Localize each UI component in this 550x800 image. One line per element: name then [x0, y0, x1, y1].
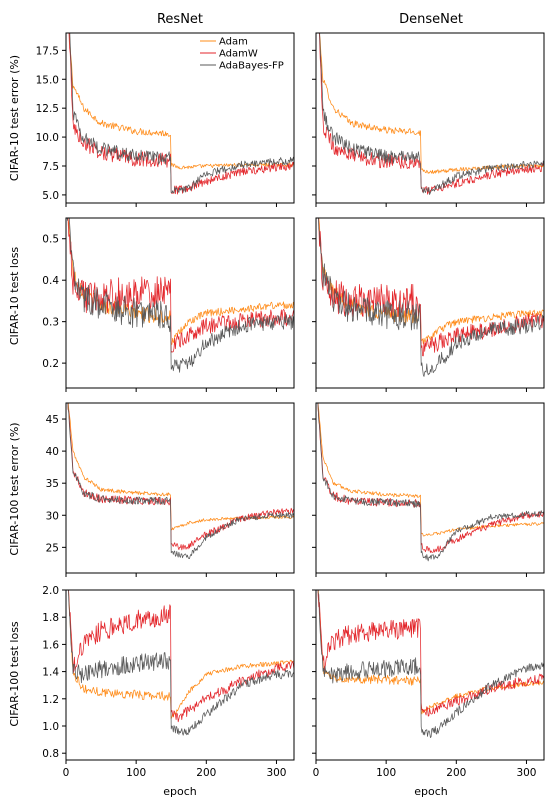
panel-frame: [65, 32, 295, 204]
y-tick-label: 5.0: [42, 190, 59, 202]
panel-3-0: 0.8 1.0 1.2 1.4 1.6 1.8 2.0 0 100 200 300: [42, 585, 295, 779]
series-line-adam: [67, 590, 294, 720]
series-line-adamw: [67, 403, 294, 551]
series-line-adamw: [317, 590, 544, 717]
row-ylabel-c10-error: CIFAR-10 test error (%): [8, 55, 21, 181]
panel-lines: [67, 403, 294, 559]
series-line-adabayes-fp: [319, 33, 544, 195]
y-tick-label: 30: [46, 510, 59, 522]
panel-2-1: [312, 402, 545, 577]
x-tick-label: 100: [376, 767, 396, 779]
y-tick-label: 1.0: [42, 721, 59, 733]
x-tick-label: 200: [196, 767, 216, 779]
x-tick-label: 300: [516, 767, 536, 779]
panel-frame: [315, 32, 545, 204]
panel-0-0: 5.0 7.5 10.0 12.5 15.0 17.5: [36, 32, 295, 207]
y-tick-label: 45: [46, 414, 59, 426]
panel-3-1: 0 100 200 300: [312, 589, 545, 779]
series-line-adam: [67, 403, 294, 531]
y-tick-label: 1.8: [42, 612, 59, 624]
series-line-adabayes-fp: [69, 33, 294, 194]
series-line-adamw: [317, 403, 544, 553]
x-tick-label: 300: [266, 767, 286, 779]
row-ylabel-c100-error: CIFAR-100 test error (%): [8, 422, 21, 555]
series-line-adabayes-fp: [317, 403, 544, 562]
y-tick-label: 25: [46, 542, 59, 554]
series-line-adam: [318, 33, 544, 174]
y-tick-label: 15.0: [36, 74, 59, 86]
y-tick-label: 1.2: [42, 694, 59, 706]
panel-frame: [315, 589, 545, 761]
y-tick-label: 40: [46, 446, 59, 458]
panel-lines: [317, 403, 544, 562]
x-tick-label: 100: [126, 767, 146, 779]
y-tick-label: 2.0: [42, 585, 59, 597]
legend-label-adam: Adam: [219, 37, 248, 48]
column-title-resnet: ResNet: [157, 12, 203, 27]
series-line-adabayes-fp: [317, 590, 544, 738]
legend-label-adamw: AdamW: [219, 49, 258, 60]
panel-frame: [65, 217, 295, 389]
x-tick-label: 0: [313, 767, 320, 779]
panel-1-0: 0.2 0.3 0.4 0.5: [42, 217, 295, 392]
legend-label-adabayes-fp: AdaBayes-FP: [219, 61, 284, 72]
series-line-adam: [317, 403, 544, 537]
panel-lines: [66, 218, 294, 373]
panel-lines: [317, 590, 544, 738]
y-tick-label: 10.0: [36, 132, 59, 144]
series-line-adamw: [68, 33, 294, 195]
series-line-adabayes-fp: [68, 590, 294, 736]
series-line-adamw: [68, 590, 294, 723]
y-tick-label: 0.5: [42, 234, 59, 246]
y-tick-label: 1.4: [42, 667, 59, 679]
y-tick-label: 0.4: [42, 275, 59, 287]
y-tick-label: 17.5: [36, 45, 59, 57]
y-tick-label: 0.3: [42, 317, 59, 329]
panel-2-0: 25 30 35 40 45: [46, 402, 295, 577]
y-tick-label: 0.8: [42, 748, 59, 760]
x-tick-label: 0: [63, 767, 70, 779]
x-tick-label: 200: [446, 767, 466, 779]
y-tick-label: 7.5: [42, 161, 59, 173]
xlabel-densenet: epoch: [414, 785, 448, 798]
y-tick-label: 35: [46, 478, 59, 490]
panel-frame: [65, 402, 295, 574]
panel-frame: [65, 589, 295, 761]
series-line-adabayes-fp: [66, 218, 294, 373]
panel-lines: [67, 590, 294, 736]
panel-frame: [315, 217, 545, 389]
panel-lines: [68, 33, 294, 195]
series-line-adamw: [67, 218, 294, 353]
row-ylabel-c100-loss: CIFAR-100 test loss: [8, 621, 21, 727]
y-tick-label: 12.5: [36, 103, 59, 115]
y-tick-label: 0.2: [42, 358, 59, 370]
panels-group: 5.0 7.5 10.0 12.5 15.0 17.5 0.2 0.3 0.4 0.5 25 30 35…: [36, 32, 545, 779]
series-line-adamw: [318, 218, 544, 357]
panel-1-1: [312, 217, 545, 392]
series-line-adamw: [318, 33, 544, 195]
legend: Adam AdamW AdaBayes-FP: [200, 37, 284, 72]
series-line-adabayes-fp: [318, 218, 544, 377]
panel-0-1: [312, 32, 545, 207]
panel-lines: [318, 218, 544, 377]
series-line-adam: [318, 218, 544, 345]
panel-frame: [315, 402, 545, 574]
panel-lines: [318, 33, 544, 195]
row-ylabel-c10-loss: CIFAR-10 test loss: [8, 247, 21, 346]
series-line-adam: [318, 590, 544, 715]
series-line-adabayes-fp: [67, 403, 294, 559]
xlabel-resnet: epoch: [163, 785, 197, 798]
column-title-densenet: DenseNet: [399, 12, 463, 27]
series-line-adam: [69, 33, 294, 170]
y-tick-label: 1.6: [42, 639, 59, 651]
